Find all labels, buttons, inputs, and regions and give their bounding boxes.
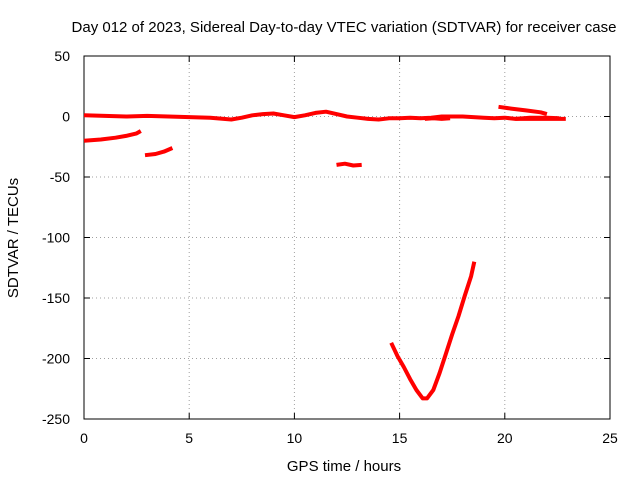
series-seg-around-22: [515, 115, 560, 121]
axis-ticks: 0 5 10 15 20 25 50 0 -50 -100 -150 -200 -250: [42, 48, 618, 446]
x-tick-label: 25: [602, 430, 618, 446]
y-axis-label: SDTVAR / TECUs: [5, 178, 22, 298]
x-tick-label: 5: [185, 430, 193, 446]
x-tick-label: 0: [80, 430, 88, 446]
series-main-band: [83, 109, 566, 122]
chart-title: Day 012 of 2023, Sidereal Day-to-day VTE…: [72, 19, 617, 36]
x-tick-label: 10: [287, 430, 303, 446]
y-tick-label: 50: [54, 48, 70, 64]
series-seg-around-12-5: [336, 161, 362, 168]
x-axis-label: GPS time / hours: [287, 458, 401, 475]
y-tick-label: -200: [42, 351, 70, 367]
series-seg-around-3-4: [144, 146, 174, 158]
series-v-curve: [389, 261, 477, 401]
y-tick-label: -100: [42, 230, 70, 246]
series-seg-early-low: [83, 129, 142, 143]
y-tick-label: -150: [42, 290, 70, 306]
x-tick-label: 20: [497, 430, 513, 446]
y-tick-label: -250: [42, 411, 70, 427]
y-tick-label: 0: [62, 109, 70, 125]
series-seg-around-16-5: [424, 116, 451, 121]
series-seg-around-20-5: [498, 104, 548, 117]
data-series: [83, 104, 566, 401]
y-tick-label: -50: [50, 169, 70, 185]
x-tick-label: 15: [392, 430, 408, 446]
